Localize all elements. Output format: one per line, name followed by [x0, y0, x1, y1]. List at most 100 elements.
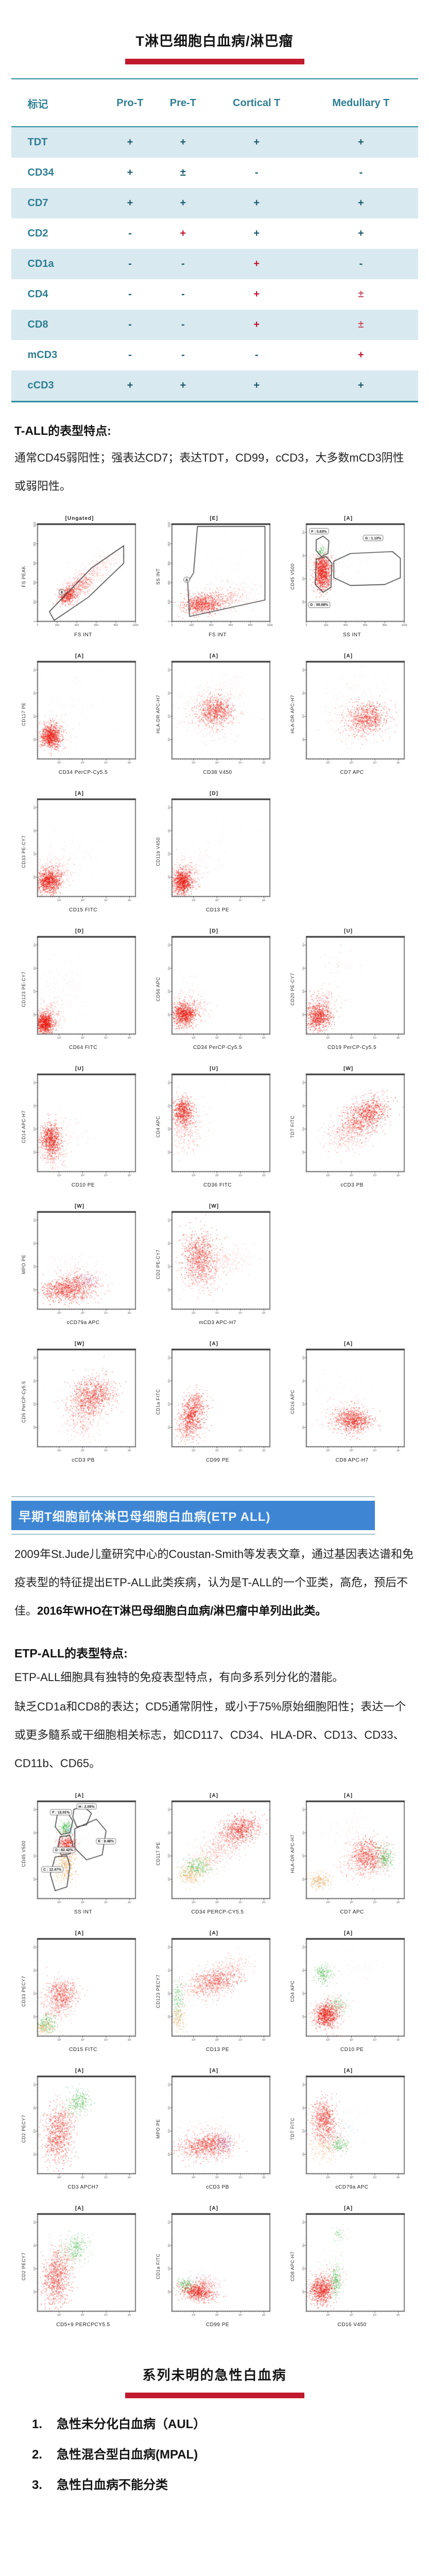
flow-plot-gate-title: [A]: [210, 1793, 218, 1799]
flow-plot: [A] HLA-DR APC-H7 CD7 APC: [281, 653, 416, 775]
flow-plot: [W] CD5 PerCP-Cy5.5 cCD3 PB: [12, 1341, 147, 1463]
flow-plot-row: [W] MPO PE cCD79a APC [W] CD2 PE-CY7 mCD3 APC…: [0, 1204, 429, 1326]
marker-value: +: [253, 380, 260, 391]
flow-plot: [A] CD1a FITC CD99 PE: [147, 1341, 281, 1463]
flow-plot: [W] CD2 PE-CY7 mCD3 APC-H7: [147, 1204, 281, 1326]
marker-value: +: [253, 197, 260, 209]
flow-plot-x-axis-label: CD10 PE: [340, 2047, 364, 2053]
flow-plot-y-axis-label: MPO PE: [21, 1254, 26, 1275]
flow-plot-gate-title: [D]: [210, 928, 218, 934]
flow-plot-canvas: [27, 2074, 139, 2183]
flow-plot-y-axis-label: CD20 PE-CY7: [290, 973, 295, 1006]
flow-plot-gate-title: [A]: [75, 1793, 84, 1799]
flow-plot-y-axis-label: CD11b V450: [156, 837, 161, 866]
final-list: 1. 急性未分化白血病（AUL） 2. 急性混合型白血病(MPAL) 3. 急性白血病不能…: [32, 2414, 429, 2493]
flow-plot: [A] CD45 V500 SS INT: [12, 1793, 147, 1915]
flow-plot: [A] CD45 V500 SS INT: [281, 516, 416, 638]
flow-plot-gate-title: [W]: [74, 1341, 85, 1347]
marker-value: -: [359, 258, 363, 269]
marker-value: +: [180, 228, 186, 239]
flow-plot: [U] CD20 PE-CY7 CD19 PerCP-Cy5.5: [281, 928, 416, 1050]
flow-plot-canvas: [162, 659, 273, 769]
stage-column-header: Pre-T: [157, 79, 210, 127]
marker-value: -: [181, 258, 185, 269]
flow-plot-x-axis-label: CD8 APC-H7: [335, 1458, 369, 1463]
marker-label: CD8: [27, 319, 48, 330]
flow-plot: [A] CD117 PE CD34 PerCP-Cy5.5: [12, 653, 147, 775]
flow-plot-gate-title: [A]: [344, 516, 353, 521]
flow-plot-canvas: [162, 797, 273, 906]
flow-plot-x-axis-label: SS INT: [342, 632, 362, 638]
flow-plot-y-axis-label: HLA-DR APC-H7: [156, 694, 161, 734]
flow-plot-x-axis-label: cCD3 PB: [72, 1458, 95, 1463]
flow-plot-y-axis-label: CD4 APC: [290, 1980, 295, 2003]
flow-plot: [A] CD33 PECY7 CD15 FITC: [12, 1930, 147, 2053]
flow-plot-x-axis-label: CD16 V450: [337, 2322, 367, 2328]
flow-plot: [A] CD117 PE CD34 PERCP-CY5.5: [147, 1793, 281, 1915]
flow-plot-gate-title: [A]: [344, 1793, 353, 1799]
flow-plot-y-axis-label: CD117 PE: [156, 1842, 161, 1866]
marker-value: +: [180, 380, 186, 391]
flow-plot-x-axis-label: CD19 PerCP-Cy5.5: [327, 1045, 377, 1050]
marker-value: +: [253, 289, 260, 300]
flow-plot-canvas: [296, 2212, 407, 2321]
flow-plot-canvas: [296, 1072, 407, 1181]
flow-plot-x-axis-label: CD64 FITC: [68, 1045, 98, 1050]
flow-plot-canvas: [27, 1799, 139, 1908]
flow-plot-canvas: [162, 1799, 273, 1908]
flow-plot: [A] CD1a FITC CD99 PE: [147, 2206, 281, 2328]
flow-plot-x-axis-label: cCD3 PB: [206, 2184, 229, 2190]
flow-plot-gate-title: [A]: [75, 2206, 84, 2211]
flow-plot-x-axis-label: SS INT: [74, 1909, 93, 1915]
flow-plot-y-axis-label: CD123 PECY7: [156, 1974, 161, 2008]
flow-plot-y-axis-label: CD45 V500: [290, 563, 295, 590]
etp-paragraph-normal: 2009年St.Jude儿童研究中心的Coustan-Smith等发表文章，通过…: [14, 1548, 414, 1617]
flow-plot-canvas: [27, 659, 139, 769]
flow-plot-gate-title: [W]: [74, 1204, 85, 1209]
marker-value: +: [127, 197, 133, 209]
marker-value: ±: [358, 319, 364, 330]
flow-plot-row: [A] CD117 PE CD34 PerCP-Cy5.5 [A] HLA-DR APC…: [0, 653, 429, 775]
marker-value: +: [357, 349, 364, 361]
flow-plot-x-axis-label: CD13 PE: [205, 2047, 230, 2053]
flow-plot-x-axis-label: CD5+9 PERCPCY5.5: [56, 2322, 110, 2328]
flow-plot-x-axis-label: FS INT: [209, 632, 227, 638]
marker-label: CD7: [27, 197, 48, 209]
marker-table: 标记 Pro-T Pre-T Cortical T Medullary T TDT + + +…: [11, 78, 418, 402]
etp-paragraph-bold: 2016年WHO在T淋巴母细胞白血病/淋巴瘤中单列出此类。: [37, 1604, 327, 1617]
flow-plot-canvas: [162, 1347, 273, 1456]
flow-plot-gate-title: [A]: [75, 791, 84, 796]
flow-plot: [A] CD4 APC CD10 PE: [281, 1930, 416, 2053]
flow-plot-x-axis-label: CD99 PE: [205, 2322, 230, 2328]
marker-label: mCD3: [27, 349, 58, 361]
marker-value: +: [127, 380, 133, 391]
final-list-item: 1. 急性未分化白血病（AUL）: [32, 2414, 429, 2432]
flow-plot-y-axis-label: CD1a FITC: [156, 1388, 161, 1415]
flow-plot-x-axis-label: CD15 FITC: [68, 2047, 98, 2053]
marker-table-row: CD7 + + + +: [11, 188, 418, 218]
flow-plot-y-axis-label: CD123 PE-CY7: [21, 971, 26, 1007]
marker-value: +: [253, 258, 260, 269]
marker-table-row: mCD3 - - - +: [11, 340, 418, 370]
flow-plot-y-axis-label: TDT FITC: [290, 1115, 295, 1138]
flow-plot-row: [A] CD2 PECY7 CD5+9 PERCPCY5.5 [A] CD1a FITC…: [0, 2206, 429, 2328]
flow-plot-canvas: [27, 1210, 139, 1319]
marker-value: -: [128, 289, 132, 300]
flow-plot: [A] MPO PE cCD3 PB: [147, 2068, 281, 2190]
tall-flow-plot-group: [Ungated] FS PEAK FS INT [E] SS INT FS INT [A]…: [0, 516, 429, 1463]
flow-plot-y-axis-label: CD2 PECY7: [21, 2114, 26, 2143]
flow-plot-x-axis-label: CD34 PerCP-Cy5.5: [193, 1045, 243, 1050]
marker-label: CD1a: [27, 258, 54, 269]
marker-value: -: [181, 349, 185, 361]
flow-plot-y-axis-label: CD5 PerCP-Cy5.5: [21, 1381, 26, 1423]
marker-value: ±: [180, 167, 186, 178]
flow-plot-x-axis-label: cCD79a APC: [335, 2184, 369, 2190]
flow-plot-gate-title: [A]: [344, 2206, 353, 2211]
flow-plot-y-axis-label: CD1a FITC: [156, 2253, 161, 2280]
marker-table-row: cCD3 + + + +: [11, 370, 418, 402]
flow-plot: [D] CD11b V450 CD13 PE: [147, 791, 281, 913]
flow-plot-x-axis-label: CD13 PE: [205, 907, 230, 913]
flow-plot: [A] TDT FITC cCD79a APC: [281, 2068, 416, 2190]
etp-banner-title: 早期T细胞前体淋巴母细胞白血病(ETP ALL): [11, 1501, 375, 1530]
flow-plot-canvas: [27, 935, 139, 1044]
